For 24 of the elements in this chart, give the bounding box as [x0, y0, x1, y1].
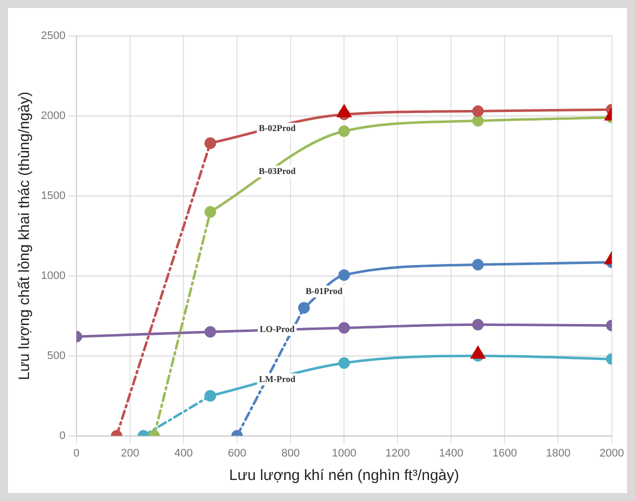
y-tick-label: 500 — [47, 350, 66, 362]
series-label: LO-Prod — [260, 324, 295, 334]
x-tick-label: 600 — [228, 447, 246, 460]
series-label: B-01Prod — [306, 286, 342, 296]
x-tick-label: 200 — [120, 447, 140, 460]
x-tick-label: 1400 — [438, 447, 464, 460]
x-tick-label: 400 — [174, 447, 193, 460]
series-label: LM-Prod — [259, 374, 296, 384]
x-tick-label: 800 — [281, 447, 300, 460]
series-label: B-02Prod — [258, 123, 296, 134]
x-tick-label: 2000 — [600, 447, 624, 460]
x-tick-label: 1800 — [546, 447, 570, 460]
x-tick-label: 0 — [73, 447, 80, 460]
x-tick-label: 1600 — [492, 447, 517, 460]
y-tick-label: 2000 — [40, 110, 66, 122]
y-tick-label: 0 — [59, 430, 66, 442]
x-tick-label: 1000 — [332, 447, 356, 460]
y-tick-label: 1000 — [40, 270, 66, 282]
y-axis-title: Lưu lượng chất lỏng khai thác (thùng/ngày) — [16, 92, 34, 380]
series-label: B-03Prod — [258, 166, 296, 176]
y-tick-label: 2500 — [40, 30, 66, 42]
x-axis-title: Lưu lượng khí nén (nghìn ft³/ngày) — [229, 467, 460, 484]
y-tick-label: 1500 — [40, 190, 66, 202]
x-tick-label: 1200 — [385, 447, 410, 460]
